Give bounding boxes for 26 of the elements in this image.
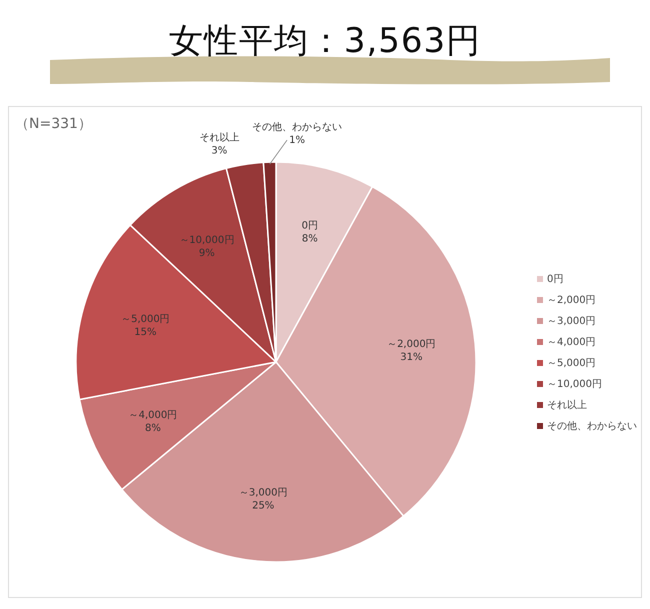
data-label: 3% bbox=[211, 146, 228, 157]
legend-label: ～4,000円 bbox=[547, 336, 596, 348]
data-label: 25% bbox=[252, 500, 274, 512]
data-label: 31% bbox=[400, 352, 423, 364]
data-label: 8% bbox=[145, 422, 161, 434]
legend-label: ～2,000円 bbox=[547, 294, 596, 306]
slice-label: ～10,000円 bbox=[179, 234, 234, 246]
text: （N=331） bbox=[15, 115, 92, 133]
slice-label: 0円 bbox=[302, 220, 318, 232]
slice-label: ～5,000円 bbox=[121, 314, 170, 326]
legend-label: ～3,000円 bbox=[547, 314, 596, 328]
legend-label: ～10,000円 bbox=[547, 378, 602, 390]
legend-label: それ以上 bbox=[547, 398, 587, 412]
slice-label: ～4,000円 bbox=[128, 410, 178, 421]
legend-label: ～5,000円 bbox=[547, 356, 596, 370]
legend-label: 0円 bbox=[547, 272, 564, 286]
data-label: 9% bbox=[198, 248, 215, 259]
slice-label: ～2,000円 bbox=[387, 339, 436, 350]
data-label: 1% bbox=[289, 135, 305, 146]
data-label: 8% bbox=[302, 233, 318, 244]
data-label: 15% bbox=[134, 327, 157, 338]
slice-label: ～3,000円 bbox=[238, 487, 288, 498]
legend-label: その他、わからない bbox=[547, 420, 637, 432]
slice-label: その他、わからない bbox=[252, 121, 342, 134]
chart-title: 女性平均：3,563円 bbox=[168, 20, 482, 63]
slice-label: それ以上 bbox=[199, 132, 240, 144]
